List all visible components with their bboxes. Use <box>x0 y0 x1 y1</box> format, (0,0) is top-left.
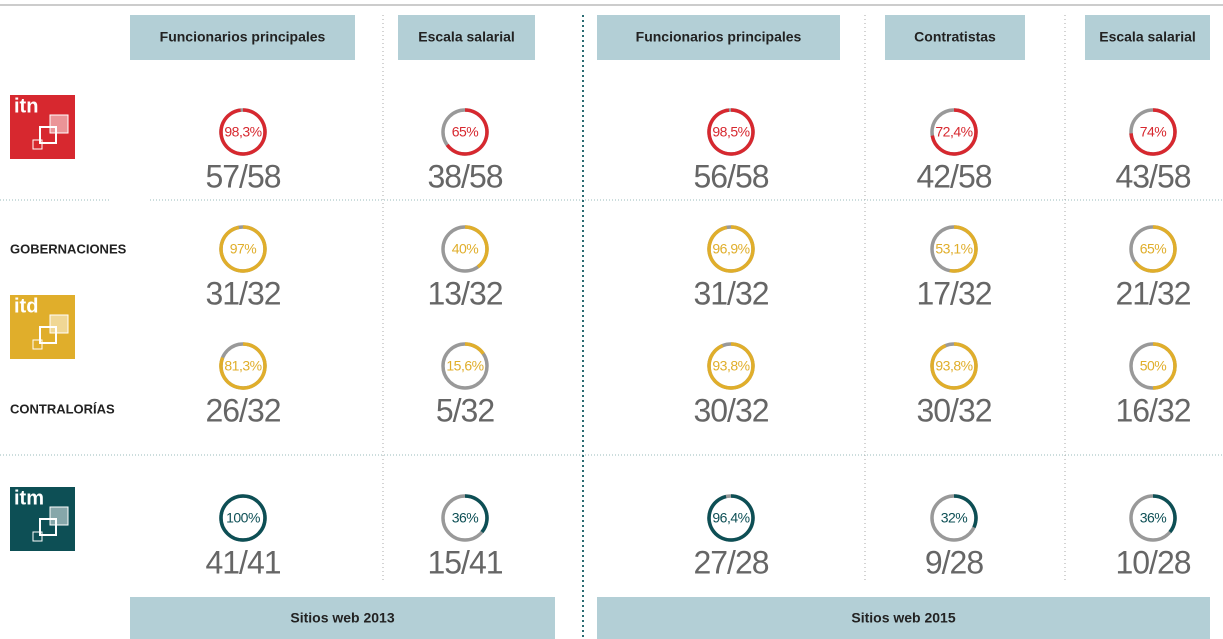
percent-label: 53,1% <box>935 241 972 257</box>
ring-arc <box>1133 225 1177 273</box>
header-box <box>885 15 1025 60</box>
fraction: 31/32 <box>205 275 280 311</box>
footer-label: Sitios web 2015 <box>851 610 955 626</box>
column-header: Escala salarial <box>418 29 515 45</box>
fraction: 57/58 <box>205 158 280 194</box>
header-box <box>130 15 355 60</box>
ring-arc <box>707 225 755 273</box>
ring-arc <box>1129 108 1177 156</box>
fraction: 17/32 <box>916 275 991 311</box>
header-box <box>597 15 840 60</box>
ring-arc <box>953 494 978 529</box>
percent-label: 93,8% <box>712 358 749 374</box>
ring-arc <box>464 225 489 269</box>
logo-text: itn <box>14 95 38 117</box>
fraction: 13/32 <box>427 275 502 311</box>
logo-square <box>39 518 57 536</box>
fraction: 15/41 <box>427 544 502 580</box>
percent-label: 96,4% <box>712 510 749 526</box>
percent-label: 98,5% <box>712 124 749 140</box>
percent-label: 96,9% <box>712 241 749 257</box>
row-label: GOBERNACIONES <box>10 241 127 256</box>
ring-arc <box>930 108 978 156</box>
fraction: 16/32 <box>1115 392 1190 428</box>
ring-arc <box>219 108 267 156</box>
ring-arc <box>1152 494 1177 534</box>
percent-label: 40% <box>452 241 479 257</box>
fraction: 56/58 <box>693 158 768 194</box>
fraction: 26/32 <box>205 392 280 428</box>
percent-label: 74% <box>1140 124 1167 140</box>
percent-label: 15,6% <box>446 358 483 374</box>
logo-text: itd <box>14 295 38 317</box>
percent-label: 100% <box>226 510 260 526</box>
ring-arc <box>464 342 485 355</box>
ring-arc <box>1152 342 1177 390</box>
logo-square <box>39 126 57 144</box>
logo-square <box>49 114 69 134</box>
ring-arc <box>930 342 978 390</box>
percent-label: 36% <box>1140 510 1167 526</box>
logo-square <box>39 326 57 344</box>
logo-text: itm <box>14 487 44 509</box>
ring-arc <box>707 108 755 156</box>
logo-square <box>32 531 43 542</box>
percent-label: 50% <box>1140 358 1167 374</box>
percent-label: 65% <box>452 124 479 140</box>
ring-arc <box>707 342 755 390</box>
percent-label: 36% <box>452 510 479 526</box>
ring-arc <box>219 225 267 273</box>
percent-label: 72,4% <box>935 124 972 140</box>
fraction: 42/58 <box>916 158 991 194</box>
fraction: 30/32 <box>916 392 991 428</box>
fraction: 41/41 <box>205 544 280 580</box>
percent-label: 98,3% <box>224 124 261 140</box>
ring-arc <box>219 494 267 542</box>
fraction: 9/28 <box>925 544 983 580</box>
ring-arc <box>949 225 978 273</box>
percent-label: 32% <box>941 510 968 526</box>
header-box <box>1085 15 1210 60</box>
row-label: CONTRALORÍAS <box>10 401 115 416</box>
ring-arc <box>219 342 267 390</box>
ring-arc <box>445 108 489 156</box>
percent-label: 65% <box>1140 241 1167 257</box>
percent-label: 81,3% <box>224 358 261 374</box>
logo-square <box>32 139 43 150</box>
percent-label: 93,8% <box>935 358 972 374</box>
fraction: 43/58 <box>1115 158 1190 194</box>
fraction: 5/32 <box>436 392 494 428</box>
footer-label: Sitios web 2013 <box>290 610 394 626</box>
footer-box <box>130 597 555 639</box>
logo-square <box>49 314 69 334</box>
fraction: 10/28 <box>1115 544 1190 580</box>
fraction: 30/32 <box>693 392 768 428</box>
fraction: 21/32 <box>1115 275 1190 311</box>
column-header: Funcionarios principales <box>636 29 802 45</box>
percent-label: 97% <box>230 241 257 257</box>
fraction: 31/32 <box>693 275 768 311</box>
fraction: 38/58 <box>427 158 502 194</box>
column-header: Escala salarial <box>1099 29 1196 45</box>
column-header: Funcionarios principales <box>160 29 326 45</box>
column-header: Contratistas <box>914 29 996 45</box>
ring-arc <box>464 494 489 534</box>
ring-arc <box>707 494 755 542</box>
fraction: 27/28 <box>693 544 768 580</box>
logo-square <box>49 506 69 526</box>
header-box <box>398 15 535 60</box>
footer-box <box>597 597 1210 639</box>
logo-square <box>32 339 43 350</box>
